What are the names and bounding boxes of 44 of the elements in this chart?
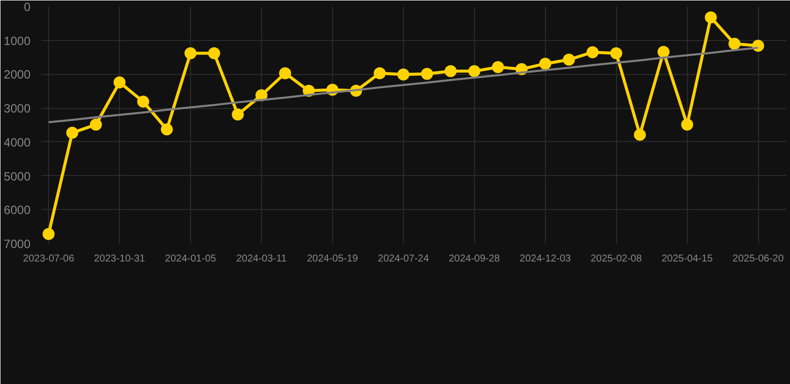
point (634, 128, 646, 141)
y-tick-label: 3000 (4, 102, 31, 116)
x-tick-label: 2024-01-05 (164, 254, 217, 264)
point (658, 46, 670, 58)
x-tick-label: 2024-07-24 (378, 254, 430, 264)
y-tick-label: 5000 (4, 169, 31, 184)
point (539, 58, 552, 70)
point (232, 108, 244, 120)
point (66, 126, 78, 139)
x-tick-label: 2023-10-31 (94, 254, 146, 264)
point (610, 47, 622, 60)
x-tick-label: 2025-02-08 (590, 254, 642, 264)
point (90, 118, 102, 131)
y-tick-label: 2000 (4, 68, 31, 82)
point (279, 67, 292, 80)
point (397, 68, 410, 81)
point (160, 123, 173, 136)
point (444, 65, 457, 78)
point (728, 38, 740, 50)
point (114, 76, 126, 88)
y-tick-label: 1000 (4, 34, 31, 48)
point (184, 47, 196, 60)
x-tick-label: 2025-06-20 (732, 254, 784, 264)
point (492, 61, 504, 74)
y-tick-label: 4000 (4, 135, 31, 150)
point (374, 67, 386, 80)
x-tick-label: 2024-05-19 (306, 254, 358, 264)
point (586, 46, 599, 58)
point (468, 65, 480, 78)
point (562, 54, 575, 66)
x-tick-label: 2025-04-15 (662, 254, 714, 264)
x-tick-label: 2024-09-28 (448, 254, 500, 264)
y-tick-label: 0 (24, 0, 31, 14)
x-tick-label: 2023-07-06 (23, 254, 75, 264)
point (704, 11, 717, 24)
y-tick-label: 6000 (4, 203, 31, 218)
point (681, 118, 694, 131)
y-tick-label: 7000 (4, 237, 31, 251)
point (137, 96, 150, 108)
point (42, 228, 55, 240)
point (208, 47, 220, 60)
x-tick-label: 2024-12-03 (520, 254, 572, 264)
x-tick-label: 2024-03-11 (236, 254, 288, 264)
point (421, 68, 434, 80)
